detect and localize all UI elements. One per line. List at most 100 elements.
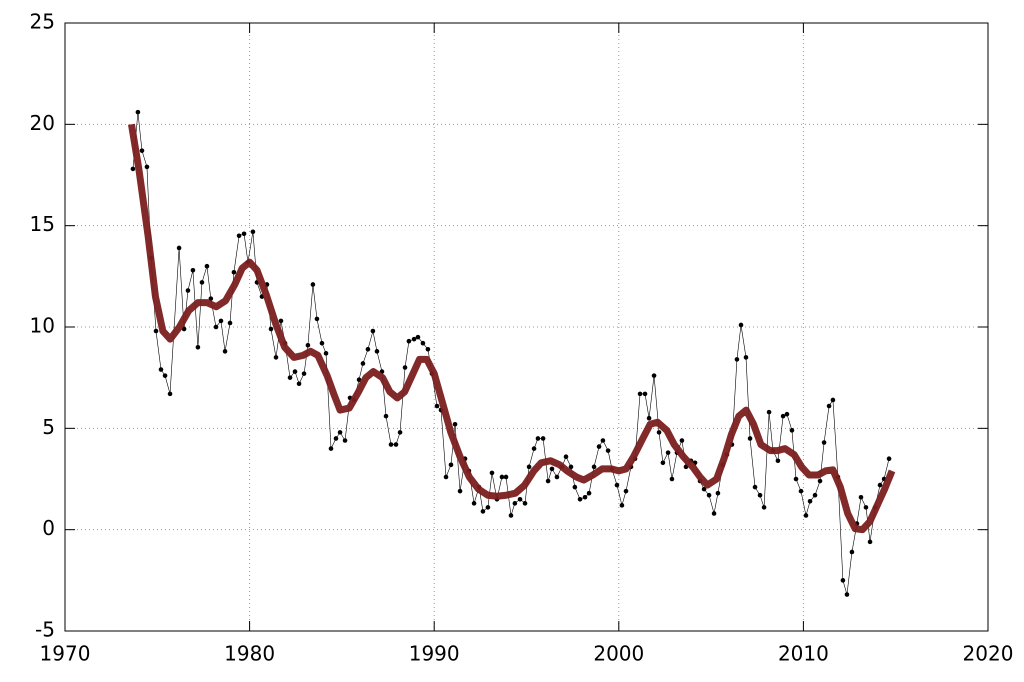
data-point [867,539,873,545]
data-point [222,349,228,354]
data-point [545,478,551,484]
data-point [651,373,657,378]
data-point [849,549,855,555]
data-point [789,428,795,433]
data-point [793,476,799,482]
y-tick-label: 5 [42,415,55,439]
data-point [333,436,339,441]
data-point [807,498,813,504]
data-point [213,324,219,330]
data-point [660,460,666,466]
data-point [526,464,532,470]
data-point [415,334,421,340]
data-point [287,375,293,380]
data-point [388,442,394,447]
data-point [665,450,671,455]
data-point [356,377,362,382]
data-point [596,444,602,449]
data-point [499,474,505,480]
data-point [489,470,495,476]
data-point [425,346,431,352]
data-point [231,269,237,275]
data-point [623,488,629,494]
data-point [549,466,555,472]
data-point [586,490,592,496]
data-point [393,442,399,447]
data-point [383,413,389,419]
data-point [139,148,145,153]
data-point [250,229,256,235]
data-point [863,505,869,510]
data-point [582,494,588,500]
data-point [144,164,150,170]
data-point [840,578,846,583]
data-point [328,446,334,451]
y-tick-label: 20 [30,111,55,135]
data-point [706,492,712,498]
data-point [738,322,744,328]
data-point [637,391,643,397]
data-point [236,233,242,239]
data-point [292,369,298,374]
plot-frame [64,22,989,632]
data-point [508,513,514,518]
data-point [190,267,196,273]
data-point [296,381,302,387]
data-point [443,474,449,480]
data-point [600,438,606,443]
data-point [434,403,440,409]
data-point [135,109,141,115]
x-tick-label: 1980 [224,642,275,666]
data-point [370,328,376,334]
data-point [397,430,403,435]
data-point [199,280,205,285]
data-point [360,361,366,366]
data-point [642,391,648,397]
data-point [619,503,625,508]
x-tick-label: 1970 [40,642,91,666]
y-tick-label: 25 [30,10,55,34]
data-point [227,320,233,326]
data-point [402,365,408,370]
data-point [766,409,772,415]
y-tick-label: 10 [30,314,55,338]
data-point [679,438,685,443]
data-point [817,478,823,484]
data-point [448,462,454,468]
x-tick-label: 2020 [963,642,1014,666]
data-point [314,316,320,322]
data-point [323,351,329,356]
data-point [158,367,164,372]
data-point [531,446,537,451]
data-point [185,288,191,293]
data-point [273,355,279,360]
data-point [798,488,804,494]
data-point [656,430,662,435]
data-point [365,346,371,352]
data-point [305,342,311,348]
data-point [195,344,201,350]
data-point [614,482,620,488]
data-point [480,509,486,514]
data-point [204,263,210,269]
data-point [517,496,523,502]
data-point [605,448,611,453]
data-point [540,436,546,441]
data-point [310,282,316,287]
data-point [563,454,569,460]
data-point [743,355,749,360]
data-point [761,505,767,510]
x-tick-label: 2000 [593,642,644,666]
data-point [176,245,182,251]
data-point [218,318,224,324]
data-point [374,349,380,354]
data-point [522,501,528,506]
data-point [167,391,173,397]
data-point [711,511,717,516]
data-point [577,496,583,502]
data-point [830,397,836,403]
x-tick-label: 2010 [778,642,829,666]
y-tick-label: 0 [42,516,55,540]
data-point [301,371,307,376]
data-point [130,166,136,172]
